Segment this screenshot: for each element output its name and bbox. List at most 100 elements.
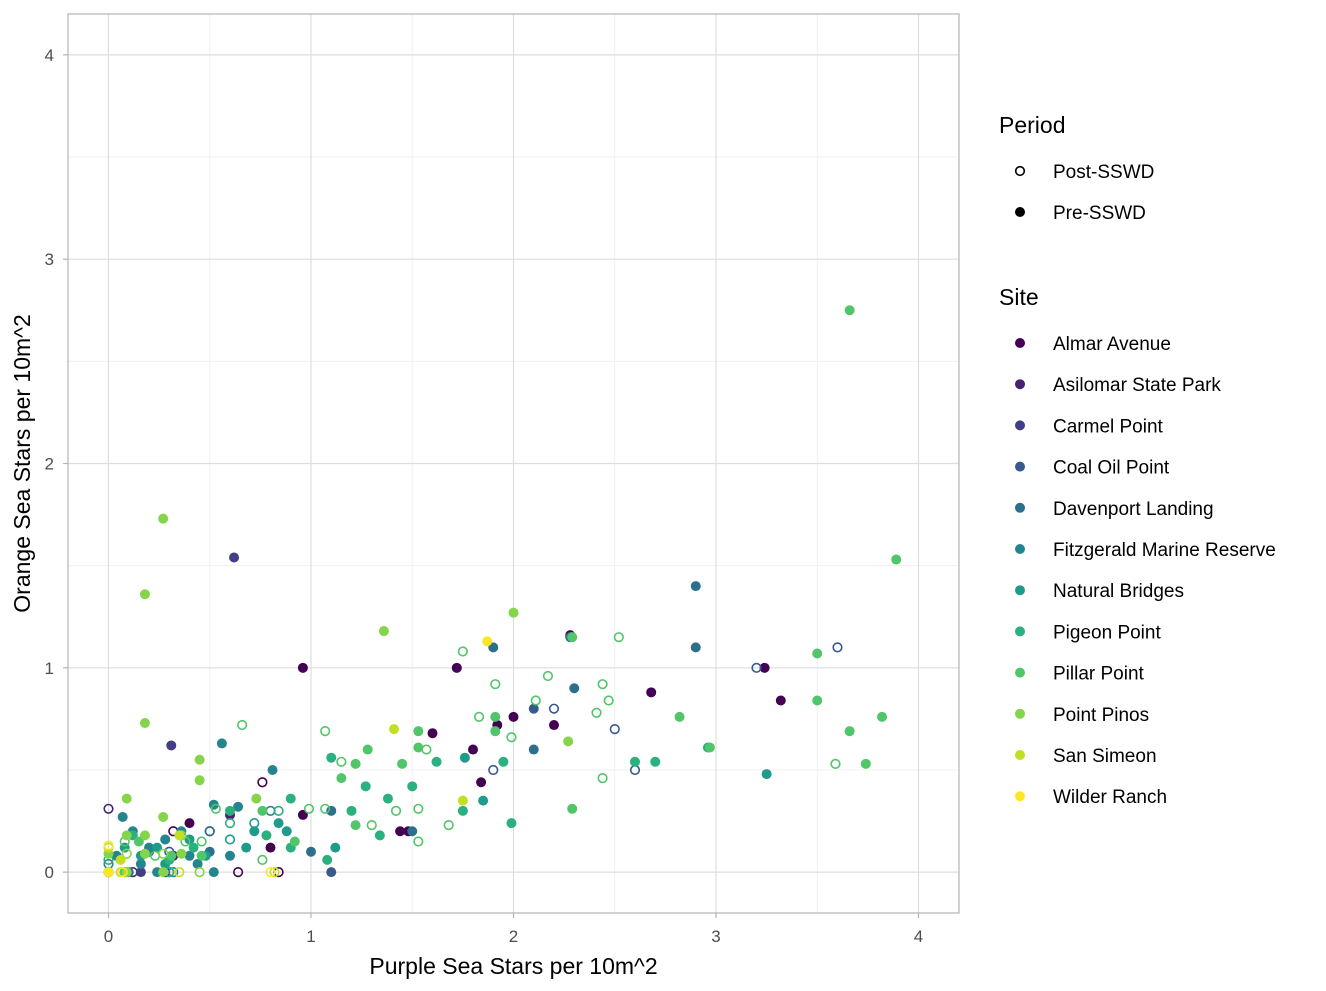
data-point <box>548 703 560 714</box>
data-point <box>775 695 786 706</box>
data-point <box>257 777 268 788</box>
data-point <box>303 803 315 814</box>
legend-marker-site <box>1015 420 1025 431</box>
data-point <box>192 858 203 869</box>
data-point <box>103 803 114 814</box>
data-point <box>360 781 371 792</box>
data-point <box>184 818 195 829</box>
data-point <box>233 867 244 878</box>
data-point <box>421 744 432 755</box>
data-point <box>133 836 144 847</box>
data-point <box>225 850 235 861</box>
legend-marker-site <box>1015 626 1025 637</box>
data-point <box>413 803 424 814</box>
data-point <box>121 848 132 859</box>
data-point <box>336 773 347 784</box>
data-point <box>530 695 541 706</box>
data-point <box>225 805 235 816</box>
data-point <box>196 836 207 847</box>
data-point <box>427 728 438 739</box>
data-point <box>326 867 337 878</box>
data-point <box>528 703 539 714</box>
data-point <box>204 826 215 837</box>
data-point <box>121 830 132 841</box>
data-point <box>563 736 574 747</box>
x-tick-label: 2 <box>509 927 518 946</box>
legend-title-site: Site <box>999 284 1039 310</box>
data-point <box>397 758 408 769</box>
data-point <box>115 854 126 865</box>
legend-label-site: Wilder Ranch <box>1053 787 1167 808</box>
data-point <box>241 842 252 853</box>
data-point <box>567 803 578 814</box>
data-point <box>528 744 539 755</box>
legend-marker-site <box>1015 791 1025 802</box>
data-point <box>158 848 169 859</box>
legend-marker-site <box>1015 708 1025 719</box>
x-tick-label: 3 <box>711 927 720 946</box>
data-point <box>160 834 171 845</box>
data-point <box>249 826 260 837</box>
data-point <box>490 711 501 722</box>
legend-label-site: Carmel Point <box>1053 416 1164 437</box>
data-point <box>457 646 468 657</box>
data-point <box>166 740 177 751</box>
data-point <box>591 707 602 718</box>
data-point <box>326 805 337 816</box>
data-point <box>158 867 169 878</box>
data-point <box>184 850 195 861</box>
data-point <box>413 742 424 753</box>
data-point <box>488 764 499 776</box>
data-point <box>346 805 357 816</box>
data-point <box>567 632 578 643</box>
data-point <box>139 848 150 859</box>
y-tick-label: 2 <box>45 455 54 474</box>
legend-label-site: Coal Oil Point <box>1053 458 1170 479</box>
data-point <box>350 820 361 831</box>
data-point <box>407 781 418 792</box>
data-point <box>257 805 268 816</box>
legend-label-site: Davenport Landing <box>1053 499 1214 520</box>
legend-label-period: Post-SSWD <box>1053 162 1154 183</box>
x-tick-label: 0 <box>104 927 113 946</box>
data-point <box>326 752 337 763</box>
data-point <box>431 756 442 767</box>
data-point <box>609 724 620 735</box>
data-point <box>158 811 169 822</box>
data-point <box>413 836 424 847</box>
data-point <box>267 764 278 775</box>
data-point <box>569 683 580 694</box>
data-point <box>174 867 185 878</box>
data-point <box>877 711 888 722</box>
data-point <box>117 811 128 822</box>
x-axis-ticks: 0 1 2 3 4 <box>104 913 923 946</box>
data-point <box>273 805 284 816</box>
data-point <box>322 854 333 865</box>
data-point <box>135 867 146 878</box>
data-point <box>476 777 487 788</box>
data-point <box>451 662 462 673</box>
x-axis-title: Purple Sea Stars per 10m^2 <box>369 953 657 979</box>
data-point <box>690 642 701 653</box>
x-tick-label: 4 <box>914 927 923 946</box>
y-tick-label: 0 <box>45 863 54 882</box>
data-point <box>761 769 772 780</box>
legend-label-site: Asilomar State Park <box>1053 375 1221 396</box>
legend-marker-site <box>1015 544 1025 554</box>
data-point <box>249 817 260 829</box>
data-point <box>297 662 308 673</box>
data-point <box>389 724 400 735</box>
legend-marker-site <box>1015 379 1025 390</box>
legend-marker-site <box>1015 667 1025 678</box>
data-point <box>844 305 855 316</box>
data-point <box>597 773 608 784</box>
data-point <box>490 726 501 737</box>
legend-label-site: San Simeon <box>1053 746 1157 767</box>
data-point <box>597 679 608 690</box>
data-point <box>506 732 517 743</box>
data-point <box>194 775 205 786</box>
data-point <box>139 589 150 600</box>
data-point <box>390 805 402 816</box>
data-point <box>646 687 657 698</box>
data-point <box>216 738 227 749</box>
